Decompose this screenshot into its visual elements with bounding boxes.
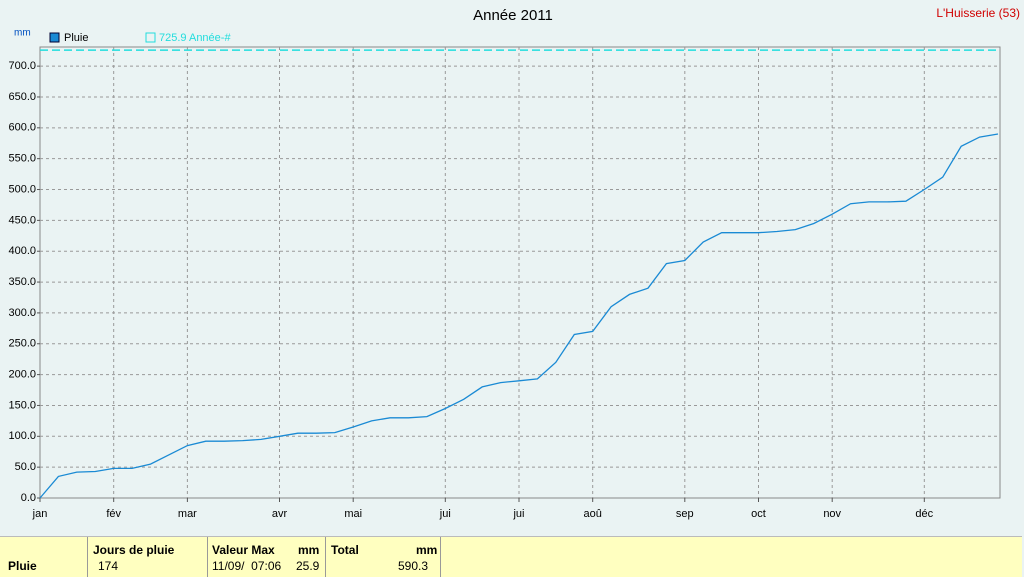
x-tick-label: nov (823, 508, 841, 520)
y-tick-label: 300.0 (8, 307, 36, 319)
cell: Valeur Max mm 11/09/ 07:06 25.9 (208, 537, 326, 577)
cell: Jours de pluie 174 (88, 537, 208, 577)
y-tick-label: 250.0 (8, 338, 36, 350)
y-tick-label: 550.0 (8, 153, 36, 165)
y-tick-label: 400.0 (8, 245, 36, 257)
y-tick-label: 200.0 (8, 369, 36, 381)
x-tick-label: jui (439, 508, 451, 520)
line (39, 133, 999, 499)
x-tick-label: mar (178, 508, 197, 520)
chart: Année 2011 L'Huisserie (53) mm 0.0 50.0 10… (8, 6, 1020, 520)
x-tick-label: déc (915, 508, 933, 520)
legend-swatch (145, 32, 156, 43)
value: 11/09/ 07:06 (212, 559, 282, 573)
x-tick-label: jan (32, 508, 48, 520)
cell: Total mm 590.3 (326, 537, 441, 577)
y-tick-label: 650.0 (8, 91, 36, 103)
header: Jours de pluie (93, 543, 175, 557)
y-tick-label: 450.0 (8, 214, 36, 226)
y-unit: mm (14, 28, 31, 39)
y-tick-label: 0.0 (21, 492, 36, 504)
x-tick-label: mai (344, 508, 362, 520)
header: mm (416, 543, 438, 557)
header: mm (298, 543, 320, 557)
y-tick-label: 700.0 (8, 60, 36, 72)
header: Valeur Max (212, 543, 275, 557)
header: Total (331, 543, 359, 557)
legend-swatch (49, 32, 60, 43)
y-tick-label: 100.0 (8, 430, 36, 442)
y-tick-label: 500.0 (8, 183, 36, 195)
value: 25.9 (296, 559, 320, 573)
value: 174 (98, 559, 119, 573)
row-label: Pluie (8, 559, 37, 573)
x-tick-label: avr (272, 508, 288, 520)
y-tick-label: 50.0 (15, 461, 36, 473)
y-tick-label: 600.0 (8, 122, 36, 134)
station: L'Huisserie (53) (936, 6, 1020, 20)
x-tick-label: sep (676, 508, 694, 520)
y-tick-label: 150.0 (8, 399, 36, 411)
x-tick-label: oct (751, 508, 766, 520)
x-tick-label: fév (106, 508, 121, 520)
cell: Pluie (0, 537, 88, 577)
legend-label: Pluie (64, 32, 88, 44)
x-tick-label: jui (512, 508, 524, 520)
y-tick-label: 350.0 (8, 276, 36, 288)
x-tick-label: aoû (584, 508, 602, 520)
chart-title: Année 2011 (473, 7, 553, 24)
plot-area (39, 46, 1001, 499)
value: 590.3 (398, 559, 429, 573)
legend-label: 725.9 Année-# (159, 32, 231, 44)
summary-panel: Pluie Jours de pluie 174 Valeur Max mm 11/0… (0, 536, 1022, 577)
